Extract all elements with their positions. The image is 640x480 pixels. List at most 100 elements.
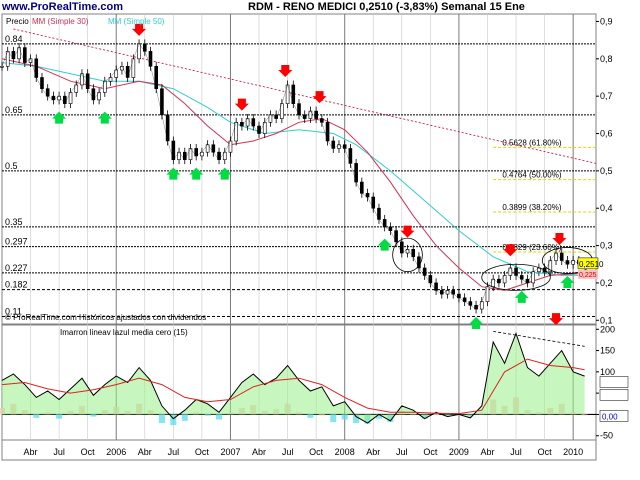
histogram-bar-18 xyxy=(204,414,211,416)
price-panel xyxy=(1,13,597,325)
site-name: www.ProRealTime.com xyxy=(2,1,124,13)
axes: Abr Jul Oct 2006 Abr Jul Oct 2007 Abr Jul Oct 2008 A… xyxy=(24,16,629,457)
signal-markers: 0,2510 0,225 xyxy=(52,23,604,330)
price-y-tick-label-3: 0,4 xyxy=(600,203,613,213)
osc-legend: Imarron lineav lazul media cero (15) xyxy=(60,328,188,337)
x-tick-label-1: Jul xyxy=(53,447,65,457)
arrow-down-2 xyxy=(278,64,293,77)
pattern-ellipse-0 xyxy=(392,237,423,273)
x-tick-label-6: Oct xyxy=(195,447,210,457)
level-label-4: 0.297 xyxy=(5,237,28,247)
x-tick-label-3: 2006 xyxy=(106,447,126,457)
price-y-tick-label-1: 0,2 xyxy=(600,278,613,288)
histogram-bar-3 xyxy=(33,414,40,418)
x-tick-label-14: Oct xyxy=(423,447,438,457)
histogram-bar-29 xyxy=(330,414,337,423)
osc-red-line xyxy=(1,358,585,415)
level-label-1: 0.65 xyxy=(5,105,23,115)
histogram-bar-31 xyxy=(353,414,360,423)
last-price-label: 0,2510 xyxy=(579,260,604,269)
last-price-box xyxy=(577,257,599,270)
level-label-7: 0.11 xyxy=(5,307,22,317)
osc-trendline xyxy=(493,330,585,347)
osc-y-tick-label-5: 200 xyxy=(600,324,615,334)
osc-value-box-1 xyxy=(599,389,629,401)
histogram-bar-28 xyxy=(318,414,325,416)
histogram-bar-5 xyxy=(56,414,63,419)
x-tick-label-12: Abr xyxy=(366,447,380,457)
price-y-tick-label-7: 0,8 xyxy=(600,54,613,64)
ma-value-box xyxy=(578,269,598,279)
osc-arrow-down xyxy=(549,313,564,326)
level-label-3: 0.35 xyxy=(5,217,23,227)
histogram-bar-16 xyxy=(181,414,188,421)
fib-label-0: 0.5628 (61.80%) xyxy=(502,138,561,147)
x-tick-label-19: 2010 xyxy=(563,447,583,457)
level-label-5: 0.227 xyxy=(5,263,28,273)
x-tick-label-16: Abr xyxy=(480,447,494,457)
x-tick-label-13: Jul xyxy=(396,447,408,457)
histogram-bar-51 xyxy=(581,414,588,416)
arrow-up-3 xyxy=(189,167,204,180)
arrow-up-4 xyxy=(217,167,232,180)
legend-ma30: MM (Simple 30) xyxy=(32,17,89,26)
histogram-bar-14 xyxy=(158,414,165,423)
fib-label-2: 0.3899 (38.20%) xyxy=(502,203,561,212)
chart-title: RDM - RENO MEDICI 0,2510 (-3,83%) Semana… xyxy=(248,1,525,13)
osc-y-tick-label-0: -50 xyxy=(600,431,613,441)
histogram-bar-38 xyxy=(433,414,440,416)
level-label-0: 0.84 xyxy=(5,34,23,44)
osc-y-tick-label-3: 100 xyxy=(600,367,615,377)
histogram-bar-30 xyxy=(341,414,348,420)
histogram-bar-40 xyxy=(455,414,462,416)
histogram-bar-27 xyxy=(307,414,314,418)
arrow-down-0 xyxy=(132,23,147,36)
candle-body-0 xyxy=(0,65,4,68)
price-y-tick-label-4: 0,5 xyxy=(600,166,613,176)
level-label-2: 0.5 xyxy=(5,161,18,171)
price-y-tick-label-2: 0,3 xyxy=(600,241,613,251)
histogram-bar-19 xyxy=(216,414,223,420)
price-y-tick-label-8: 0,9 xyxy=(600,16,613,26)
fib-label-3: 0.2829 (23.60%) xyxy=(502,243,561,252)
x-axis-band xyxy=(1,439,597,461)
histogram-bar-8 xyxy=(90,414,97,417)
price-y-tick-label-5: 0,6 xyxy=(600,129,613,139)
x-tick-label-0: Abr xyxy=(24,447,38,457)
legend: Precio MM (Simple 30) MM (Simple 50) © ProR… xyxy=(5,17,206,337)
legend-ma50: MM (Simple 50) xyxy=(108,17,165,26)
arrow-up-1 xyxy=(97,111,112,124)
x-tick-label-9: Jul xyxy=(282,447,294,457)
fib-label-1: 0.4764 (50.00%) xyxy=(502,171,561,180)
x-tick-label-7: 2007 xyxy=(220,447,240,457)
histogram-bar-33 xyxy=(375,414,382,419)
arrow-up-5 xyxy=(377,238,392,251)
price-y-tick-label-6: 0,7 xyxy=(600,91,613,101)
ma-value-label: 0,225 xyxy=(579,272,597,279)
arrow-down-3 xyxy=(312,91,327,104)
level-label-6: 0.182 xyxy=(5,280,28,290)
x-tick-label-2: Oct xyxy=(81,447,96,457)
osc-value-box-2 xyxy=(599,410,629,422)
x-tick-label-5: Jul xyxy=(168,447,180,457)
x-tick-label-4: Abr xyxy=(138,447,152,457)
arrow-up-8 xyxy=(560,275,575,288)
x-tick-label-15: 2009 xyxy=(449,447,469,457)
x-tick-label-10: Oct xyxy=(309,447,324,457)
arrow-down-4 xyxy=(400,225,415,238)
oscillator-series-group xyxy=(0,313,596,426)
arrow-down-6 xyxy=(552,233,567,246)
osc-value-box-0 xyxy=(599,376,629,388)
x-tick-label-8: Abr xyxy=(252,447,266,457)
x-tick-label-17: Jul xyxy=(510,447,522,457)
osc-value-label-2: 0,00 xyxy=(602,412,618,421)
x-tick-label-18: Oct xyxy=(538,447,553,457)
osc-y-tick-label-4: 150 xyxy=(600,346,615,356)
footer-note: © ProRealTime.com Históricos ajustados c… xyxy=(5,313,206,322)
price-y-tick-label-0: 0,1 xyxy=(600,315,613,325)
arrow-down-1 xyxy=(234,98,249,111)
arrow-up-2 xyxy=(166,167,181,180)
arrow-up-0 xyxy=(52,111,67,124)
